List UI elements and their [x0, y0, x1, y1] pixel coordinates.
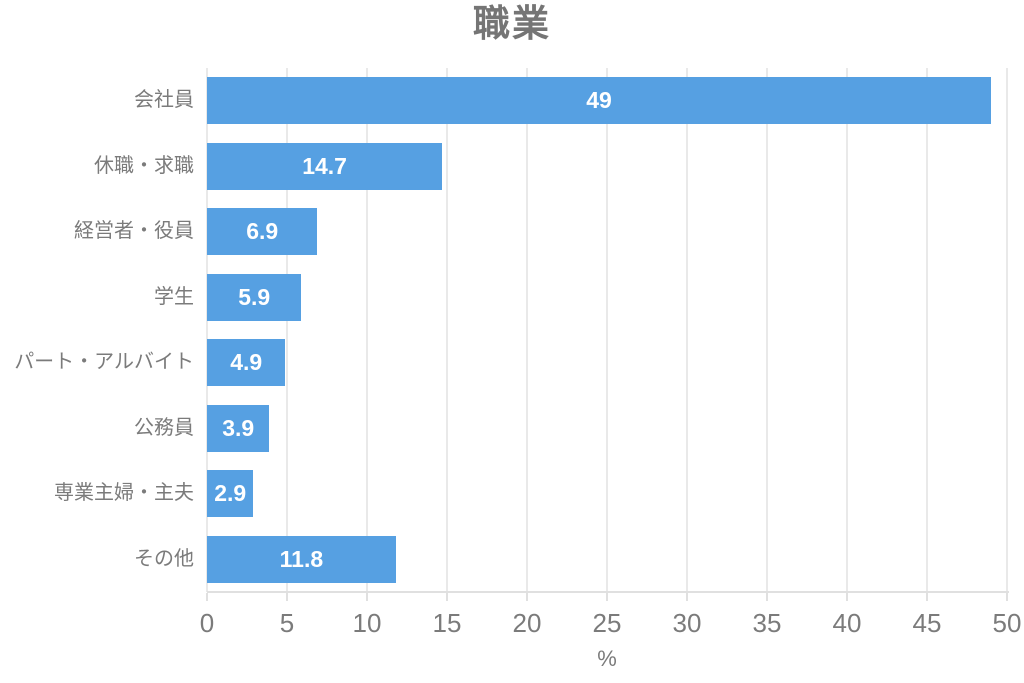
bar-value-label: 6.9 [246, 218, 279, 244]
tick-label: 40 [832, 608, 862, 638]
bar-row: 6.9 [207, 199, 1007, 265]
gridline-10 [366, 68, 368, 592]
bar-row: 49 [207, 68, 1007, 134]
tick-mark [286, 593, 288, 601]
category-label: 会社員 [134, 89, 194, 111]
tick-label: 45 [912, 608, 942, 638]
x-axis-title: % [597, 646, 617, 671]
gridline-45 [926, 68, 928, 592]
bar: 14.7 [207, 142, 443, 190]
bar: 2.9 [207, 470, 254, 517]
bar: 4.9 [207, 339, 286, 386]
bar-value-label: 2.9 [214, 480, 247, 506]
category-label: 経営者・役員 [74, 220, 194, 242]
tick-label: 35 [752, 608, 782, 638]
bar: 11.8 [207, 535, 396, 583]
bar: 6.9 [207, 208, 318, 255]
tick-label: 20 [512, 608, 542, 638]
tick-mark [1006, 593, 1008, 601]
gridline-20 [526, 68, 528, 592]
bar-value-label: 49 [586, 87, 612, 113]
tick-mark [606, 593, 608, 601]
gridline-15 [446, 68, 448, 592]
gridline-25 [606, 68, 608, 592]
tick-mark [846, 593, 848, 601]
bar-value-label: 11.8 [279, 545, 324, 572]
bar-row: 2.9 [207, 461, 1007, 527]
bar-value-label: 3.9 [222, 414, 255, 441]
tick-label: 5 [279, 608, 295, 638]
gridline-30 [686, 68, 688, 592]
gridline-0 [206, 68, 208, 592]
category-label: 公務員 [134, 416, 194, 439]
tick-mark [366, 593, 368, 601]
bar-value-label: 4.9 [230, 349, 263, 375]
x-axis-line [207, 591, 1009, 593]
bar-row: 11.8 [207, 527, 1007, 593]
tick-mark [926, 593, 928, 601]
category-label: 学生 [154, 285, 194, 308]
tick-label: 50 [992, 608, 1022, 638]
tick-mark [686, 593, 688, 601]
bar-value-label: 14.7 [302, 152, 347, 179]
tick-label: 30 [672, 608, 702, 638]
bar-row: 3.9 [207, 396, 1007, 462]
tick-label: 0 [199, 608, 215, 638]
bar: 3.9 [207, 404, 270, 452]
category-label: その他 [134, 547, 194, 570]
bar: 5.9 [207, 273, 302, 321]
bar-value-label: 5.9 [238, 283, 271, 310]
bar-row: 4.9 [207, 330, 1007, 396]
bar-row: 14.7 [207, 134, 1007, 200]
tick-label: 15 [432, 608, 462, 638]
chart-title: 職業 [473, 3, 551, 44]
tick-mark [446, 593, 448, 601]
gridline-40 [846, 68, 848, 592]
tick-label: 10 [352, 608, 382, 638]
bar-row: 5.9 [207, 265, 1007, 331]
tick-mark [206, 593, 208, 601]
category-label: 専業主婦・主夫 [54, 482, 194, 504]
category-label: パート・アルバイト [14, 351, 194, 373]
tick-label: 25 [592, 608, 622, 638]
gridline-35 [766, 68, 768, 592]
tick-mark [526, 593, 528, 601]
gridline-50 [1006, 68, 1008, 592]
plot-area: 49 14.7 6.9 5.9 4.9 3.9 2.9 11.8 [206, 68, 1008, 593]
tick-mark [766, 593, 768, 601]
gridline-5 [286, 68, 288, 592]
category-label: 休職・求職 [94, 154, 194, 177]
bar: 49 [207, 77, 991, 124]
